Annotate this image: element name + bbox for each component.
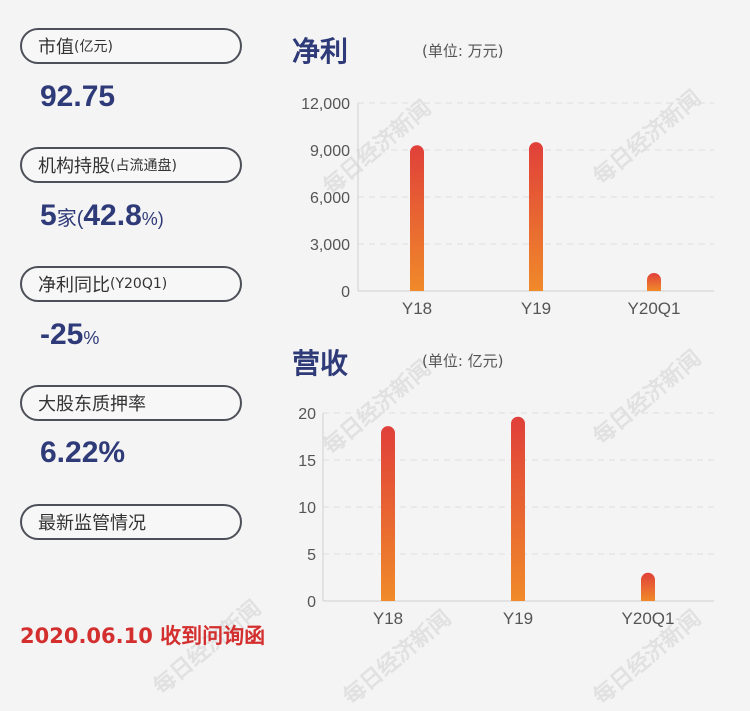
institutions-paren: ( [76, 208, 84, 230]
profit-yoy-pct-sign: % [83, 328, 100, 348]
institutions-pct-sign: %) [141, 209, 164, 229]
market-value: 92.75 [40, 80, 115, 114]
x-tick-label: Y18 [402, 299, 432, 318]
regulation-button[interactable]: 最新监管情况 [20, 504, 242, 540]
market-value-number: 92.75 [40, 80, 116, 113]
profit-chart-unit: (单位: 万元) [422, 42, 504, 60]
profit-yoy-note: (Y20Q1) [110, 276, 168, 292]
profit-chart: 0 3,000 6,000 9,000 12,000 Y18 Y19 Y20Q1 [301, 96, 714, 318]
bar [511, 416, 525, 601]
institutions-count-unit: 家 [56, 208, 77, 230]
market-value-label-text: 市值 [38, 37, 74, 58]
market-value-label: 市值 (亿元) [20, 28, 242, 64]
y-tick-label: 5 [307, 547, 316, 564]
profit-chart-title: 净利 [292, 35, 349, 68]
x-tick-label: Y19 [503, 609, 533, 628]
y-tick-label: 12,000 [301, 96, 350, 113]
inquiry-notice: 2020.06.10 收到问询函 [20, 624, 266, 648]
institutions-note: (占流通盘) [110, 158, 177, 174]
institutions-label: 机构持股 (占流通盘) [20, 147, 242, 183]
bar [647, 272, 661, 291]
pledge-label-text: 大股东质押率 [38, 394, 146, 415]
pledge-number: 6.22% [40, 436, 126, 469]
pledge-value: 6.22% [40, 436, 125, 470]
market-value-unit: (亿元) [74, 39, 113, 55]
bar [410, 145, 424, 291]
y-tick-label: 15 [298, 453, 316, 470]
revenue-chart-title: 营收 [292, 347, 349, 380]
regulation-label-text: 最新监管情况 [38, 513, 146, 534]
y-tick-label: 3,000 [310, 237, 350, 254]
x-tick-label: Y19 [521, 299, 551, 318]
x-tick-label: Y18 [373, 609, 403, 628]
revenue-chart-unit: (单位: 亿元) [422, 352, 504, 370]
pledge-label: 大股东质押率 [20, 385, 242, 421]
revenue-chart: 0 5 10 15 20 Y18 Y19 Y20Q1 [298, 406, 714, 628]
y-tick-label: 10 [298, 500, 316, 517]
institutions-pct: 42.8 [83, 199, 142, 232]
bar [381, 426, 395, 601]
institutions-label-text: 机构持股 [38, 156, 110, 177]
y-tick-label: 9,000 [310, 143, 350, 160]
institutions-value: 5家(42.8%) [40, 199, 164, 233]
profit-yoy-number: -25 [40, 318, 84, 351]
profit-yoy-value: -25% [40, 318, 99, 352]
x-tick-label: Y20Q1 [622, 609, 675, 628]
profit-yoy-label: 净利同比 (Y20Q1) [20, 266, 242, 302]
y-tick-label: 0 [307, 594, 316, 611]
y-tick-label: 20 [298, 406, 316, 423]
bar [529, 142, 543, 291]
institutions-count: 5 [40, 199, 57, 232]
y-tick-label: 6,000 [310, 190, 350, 207]
y-tick-label: 0 [341, 284, 350, 301]
charts-canvas: 0 3,000 6,000 9,000 12,000 Y18 Y19 Y20Q1 0 5 10 15… [298, 96, 714, 628]
x-tick-label: Y20Q1 [628, 299, 681, 318]
profit-yoy-label-text: 净利同比 [38, 275, 110, 296]
bar [641, 572, 656, 601]
